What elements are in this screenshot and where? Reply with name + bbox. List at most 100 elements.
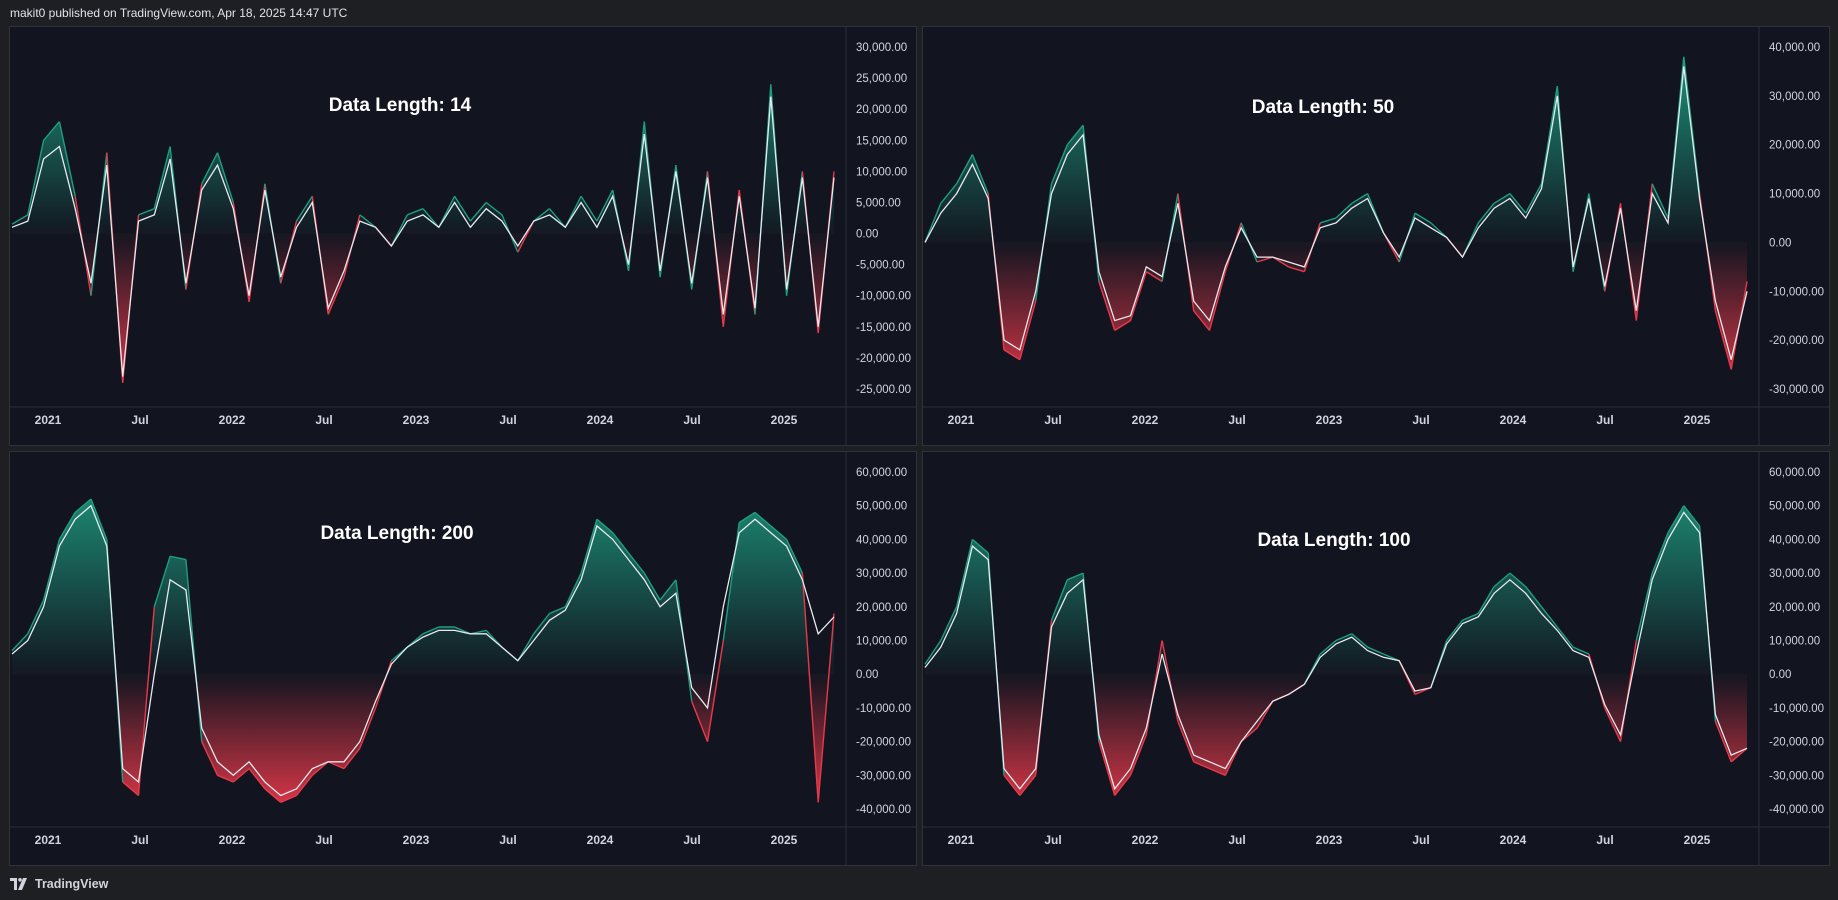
series-segment	[1525, 183, 1543, 214]
series-segment	[359, 707, 377, 749]
x-tick-label: 2021	[35, 413, 62, 427]
chart-panel-top-left[interactable]: 30,000.00 25,000.00 20,000.00 15,000.00 10,0…	[9, 26, 917, 446]
series-segment	[74, 498, 92, 513]
x-tick-label: 2023	[403, 833, 430, 847]
series-segment	[1730, 747, 1748, 763]
series-segment	[295, 195, 313, 222]
series-segment	[469, 202, 487, 222]
series-segment	[1193, 310, 1211, 331]
x-tick-label: Jul	[131, 413, 148, 427]
y-tick-label: 30,000.00	[1769, 568, 1820, 580]
series-segment	[1161, 640, 1179, 722]
x-tick-label: Jul	[131, 833, 148, 847]
series-segment	[924, 640, 942, 665]
series-segment	[1493, 572, 1511, 588]
series-segment	[280, 794, 297, 803]
x-tick-label: 2023	[1316, 833, 1343, 847]
series-segment	[216, 152, 234, 203]
y-tick-label: -30,000.00	[1769, 384, 1824, 396]
series-segment	[1714, 310, 1732, 370]
series-area	[12, 499, 834, 803]
tradingview-logo-icon	[10, 878, 27, 890]
x-tick-label: 2025	[1684, 413, 1711, 427]
series-segment	[738, 511, 756, 524]
series-segment	[1177, 721, 1195, 763]
y-tick-label: 20,000.00	[856, 104, 907, 116]
series-segment	[1509, 572, 1527, 588]
series-segment	[1019, 300, 1037, 360]
series-segment	[1351, 633, 1369, 648]
series-segment	[971, 538, 989, 554]
x-tick-label: Jul	[1412, 413, 1429, 427]
x-tick-label: 2024	[1500, 413, 1527, 427]
series-segment	[1540, 85, 1558, 184]
series-segment	[533, 208, 550, 222]
x-tick-label: 2024	[587, 833, 614, 847]
y-tick-label: -20,000.00	[856, 737, 911, 749]
y-tick-label: -5,000.00	[856, 260, 905, 272]
x-tick-label: Jul	[315, 833, 332, 847]
chart-title: Data Length: 100	[1257, 530, 1411, 551]
y-tick-label: 20,000.00	[856, 602, 907, 614]
chart-panel-bottom-right[interactable]: 60,000.00 50,000.00 40,000.00 30,000.00 20,0…	[922, 451, 1830, 866]
chart-panel-top-right[interactable]: 40,000.00 30,000.00 20,000.00 10,000.00 0.00…	[922, 26, 1830, 446]
x-tick-label: Jul	[1228, 413, 1245, 427]
series-segment	[1477, 202, 1495, 224]
y-tick-label: 20,000.00	[1769, 602, 1820, 614]
series-segment	[1477, 586, 1495, 614]
publish-info: makit0 published on TradingView.com, Apr…	[10, 6, 348, 20]
series-segment	[311, 761, 329, 776]
series-segment	[1683, 505, 1701, 527]
x-tick-label: Jul	[315, 413, 332, 427]
series-segment	[1114, 774, 1132, 796]
series-segment	[691, 700, 709, 742]
series-segment	[1288, 266, 1305, 273]
y-tick-label: 40,000.00	[856, 534, 907, 546]
series-segment	[295, 774, 313, 796]
series-segment	[43, 121, 60, 141]
series-segment	[1651, 532, 1669, 574]
y-tick-label: 10,000.00	[1769, 189, 1820, 201]
x-tick-label: Jul	[683, 413, 700, 427]
x-tick-label: Jul	[1596, 833, 1613, 847]
series-segment	[1019, 774, 1037, 796]
series-area	[925, 56, 1747, 370]
series-segment	[1714, 721, 1732, 763]
series-segment	[1319, 639, 1337, 655]
series-segment	[1209, 767, 1226, 776]
chart-svg: 60,000.00 50,000.00 40,000.00 30,000.00 20,0…	[923, 452, 1829, 865]
y-tick-label: -25,000.00	[856, 384, 911, 396]
y-tick-label: 40,000.00	[1769, 534, 1820, 546]
series-area	[12, 84, 834, 383]
series-segment	[422, 626, 440, 635]
series-segment	[1604, 707, 1622, 742]
y-tick-label: 60,000.00	[1769, 467, 1820, 479]
series-segment	[1335, 202, 1353, 219]
series-segment	[406, 208, 424, 216]
series-segment	[11, 214, 29, 225]
y-tick-label: 0.00	[1769, 237, 1791, 249]
x-tick-label: 2022	[1132, 413, 1159, 427]
smoothed-line	[924, 66, 1748, 360]
series-segment	[1493, 193, 1511, 204]
tradingview-brand[interactable]: TradingView	[10, 876, 108, 892]
y-tick-label: 10,000.00	[856, 166, 907, 178]
header-bar: makit0 published on TradingView.com, Apr…	[0, 0, 1838, 26]
x-tick-label: 2024	[587, 413, 614, 427]
y-tick-label: -40,000.00	[856, 804, 911, 816]
y-tick-label: 0.00	[856, 229, 878, 241]
series-segment	[1256, 256, 1274, 263]
series-segment	[1240, 727, 1258, 743]
series-segment	[1256, 700, 1274, 729]
y-tick-label: 30,000.00	[1769, 91, 1820, 103]
series-segment	[924, 203, 942, 243]
x-tick-label: Jul	[1044, 833, 1061, 847]
series-segment	[359, 214, 377, 228]
series-segment	[1667, 505, 1685, 534]
y-tick-label: -40,000.00	[1769, 804, 1824, 816]
chart-panel-bottom-left[interactable]: 60,000.00 50,000.00 40,000.00 30,000.00 20,0…	[9, 451, 917, 866]
brand-name: TradingView	[35, 877, 109, 891]
series-segment	[11, 633, 29, 652]
series-segment	[612, 532, 630, 554]
series-segment	[1351, 193, 1368, 204]
